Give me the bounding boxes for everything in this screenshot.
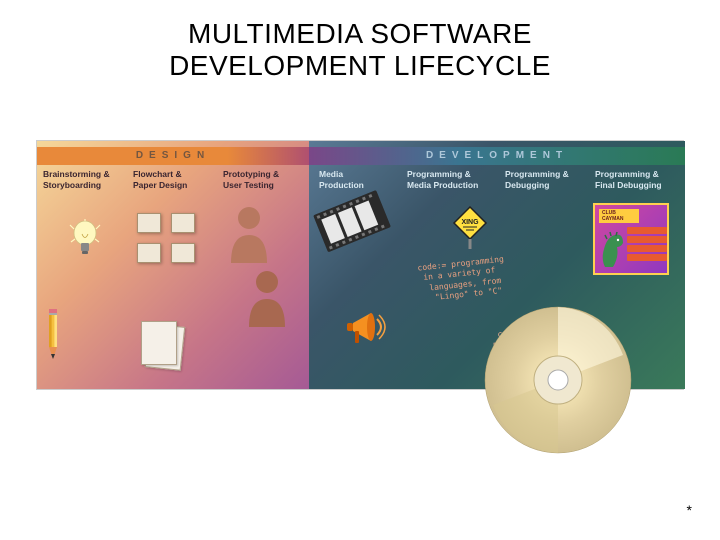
design-phase-band: DESIGN xyxy=(37,147,309,165)
col-label-prog-final: Programming &Final Debugging xyxy=(595,169,679,192)
flowchart-box xyxy=(171,243,195,263)
col-label-prototyping: Prototyping &User Testing xyxy=(223,169,307,192)
col-label-media: MediaProduction xyxy=(319,169,403,192)
lightbulb-icon xyxy=(69,219,101,262)
col-label-prog-media: Programming &Media Production xyxy=(407,169,491,192)
title-line-2: DEVELOPMENT LIFECYCLE xyxy=(169,50,551,81)
menu-item-bar xyxy=(627,245,667,252)
menu-item-bar xyxy=(627,254,667,261)
icon-area: XING code:= programming in a variety of … xyxy=(37,201,683,391)
development-phase-label: DEVELOPMENT xyxy=(426,150,568,161)
paper-stack-icon xyxy=(137,321,187,367)
flowchart-box xyxy=(137,213,161,233)
user-silhouette-icon xyxy=(227,205,271,268)
menu-item-bar xyxy=(627,227,667,234)
col-label-flowchart: Flowchart &Paper Design xyxy=(133,169,217,192)
flowchart-box xyxy=(137,243,161,263)
footer-asterisk: * xyxy=(687,502,692,518)
design-phase-label: DESIGN xyxy=(136,150,210,161)
page-title: MULTIMEDIA SOFTWARE DEVELOPMENT LIFECYCL… xyxy=(0,0,720,82)
xing-sign-icon: XING xyxy=(451,205,489,254)
menu-item-bar xyxy=(627,236,667,243)
product-menu-card: CLUB CAYMAN xyxy=(593,203,669,275)
menu-card-title: CLUB CAYMAN xyxy=(599,209,639,223)
paper-sheet xyxy=(141,321,177,365)
megaphone-icon xyxy=(347,309,391,354)
col-label-brainstorming: Brainstorming &Storyboarding xyxy=(43,169,127,192)
cd-disc-icon xyxy=(483,305,633,460)
col-label-prog-debug: Programming &Debugging xyxy=(505,169,589,192)
dinosaur-illustration-icon xyxy=(599,231,625,269)
xing-text: XING xyxy=(461,219,479,226)
flowchart-box xyxy=(171,213,195,233)
pencil-icon xyxy=(43,309,63,370)
development-phase-band: DEVELOPMENT xyxy=(309,147,685,165)
flowchart-icon xyxy=(137,213,207,273)
title-line-1: MULTIMEDIA SOFTWARE xyxy=(188,18,532,49)
user-silhouette-icon xyxy=(245,269,289,332)
lifecycle-diagram: DESIGN DEVELOPMENT Brainstorming &Storyb… xyxy=(36,140,684,390)
code-snippet-text: code:= programming in a variety of langu… xyxy=(417,255,508,305)
